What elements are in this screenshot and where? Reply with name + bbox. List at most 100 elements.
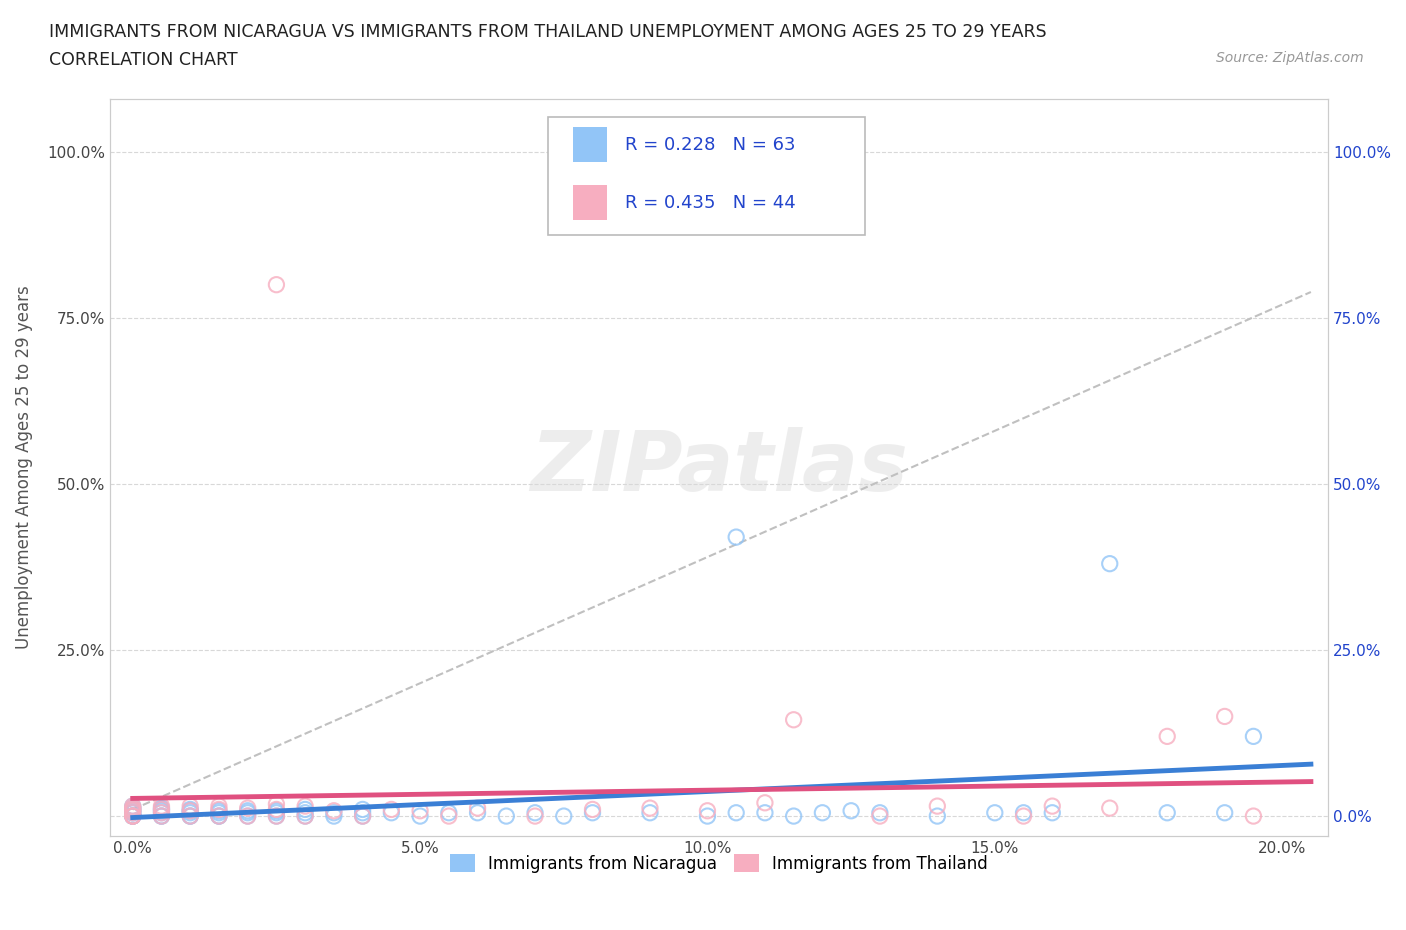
- Point: [179, 805, 201, 820]
- Point: [524, 809, 547, 824]
- Point: [1241, 809, 1264, 824]
- Point: [208, 809, 231, 824]
- Bar: [572, 185, 607, 220]
- Text: Source: ZipAtlas.com: Source: ZipAtlas.com: [1216, 51, 1364, 65]
- Point: [121, 802, 143, 817]
- Point: [1040, 805, 1063, 820]
- Point: [236, 804, 259, 818]
- Point: [984, 805, 1007, 820]
- Point: [1213, 805, 1236, 820]
- Point: [352, 802, 374, 817]
- Point: [208, 804, 231, 818]
- Point: [121, 809, 143, 824]
- Point: [150, 802, 173, 817]
- Point: [352, 805, 374, 820]
- Point: [869, 809, 891, 824]
- Point: [121, 809, 143, 824]
- Point: [121, 805, 143, 820]
- Point: [179, 804, 201, 818]
- Point: [725, 530, 748, 545]
- Point: [409, 804, 432, 818]
- Point: [294, 799, 316, 814]
- Point: [179, 802, 201, 817]
- Point: [266, 802, 288, 817]
- Point: [1156, 729, 1178, 744]
- Point: [581, 805, 603, 820]
- Point: [1012, 805, 1035, 820]
- Point: [294, 802, 316, 817]
- Point: [179, 809, 201, 824]
- Point: [725, 805, 748, 820]
- Point: [352, 809, 374, 824]
- Point: [467, 805, 489, 820]
- Point: [437, 805, 460, 820]
- Point: [208, 809, 231, 824]
- Point: [179, 804, 201, 818]
- Point: [121, 799, 143, 814]
- Text: ZIPatlas: ZIPatlas: [530, 427, 908, 508]
- Point: [150, 801, 173, 816]
- Y-axis label: Unemployment Among Ages 25 to 29 years: Unemployment Among Ages 25 to 29 years: [15, 286, 32, 649]
- Point: [150, 805, 173, 820]
- Point: [294, 809, 316, 824]
- Point: [150, 799, 173, 814]
- Point: [121, 809, 143, 824]
- Point: [1012, 809, 1035, 824]
- Point: [266, 809, 288, 824]
- Bar: [572, 126, 607, 162]
- Point: [266, 797, 288, 812]
- Point: [638, 805, 661, 820]
- Point: [322, 805, 344, 820]
- Point: [524, 805, 547, 820]
- Point: [266, 804, 288, 818]
- Legend: Immigrants from Nicaragua, Immigrants from Thailand: Immigrants from Nicaragua, Immigrants fr…: [443, 848, 994, 879]
- Point: [179, 809, 201, 824]
- Point: [1040, 799, 1063, 814]
- Point: [121, 809, 143, 824]
- Point: [1098, 556, 1121, 571]
- Point: [266, 277, 288, 292]
- Point: [553, 809, 575, 824]
- Point: [322, 804, 344, 818]
- Point: [121, 801, 143, 816]
- Point: [927, 809, 949, 824]
- Point: [150, 809, 173, 824]
- Point: [236, 805, 259, 820]
- Point: [1156, 805, 1178, 820]
- Point: [208, 809, 231, 824]
- Text: IMMIGRANTS FROM NICARAGUA VS IMMIGRANTS FROM THAILAND UNEMPLOYMENT AMONG AGES 25: IMMIGRANTS FROM NICARAGUA VS IMMIGRANTS …: [49, 23, 1047, 41]
- Point: [121, 805, 143, 820]
- Point: [179, 809, 201, 824]
- Point: [1213, 709, 1236, 724]
- Point: [696, 804, 718, 818]
- Point: [121, 809, 143, 824]
- Point: [754, 805, 776, 820]
- Point: [352, 809, 374, 824]
- Point: [409, 809, 432, 824]
- Point: [437, 809, 460, 824]
- Point: [696, 809, 718, 824]
- Point: [380, 805, 402, 820]
- Point: [1098, 801, 1121, 816]
- Point: [179, 799, 201, 814]
- Point: [638, 801, 661, 816]
- Point: [754, 795, 776, 810]
- Point: [208, 802, 231, 817]
- Point: [782, 712, 804, 727]
- Point: [839, 804, 862, 818]
- Point: [782, 809, 804, 824]
- Point: [121, 802, 143, 817]
- Point: [236, 809, 259, 824]
- Point: [121, 809, 143, 824]
- Point: [150, 804, 173, 818]
- Point: [294, 809, 316, 824]
- Text: R = 0.435   N = 44: R = 0.435 N = 44: [626, 193, 796, 212]
- Point: [121, 799, 143, 814]
- Point: [236, 801, 259, 816]
- Point: [294, 805, 316, 820]
- FancyBboxPatch shape: [548, 117, 865, 235]
- Point: [121, 804, 143, 818]
- Point: [380, 802, 402, 817]
- Point: [121, 801, 143, 816]
- Text: CORRELATION CHART: CORRELATION CHART: [49, 51, 238, 69]
